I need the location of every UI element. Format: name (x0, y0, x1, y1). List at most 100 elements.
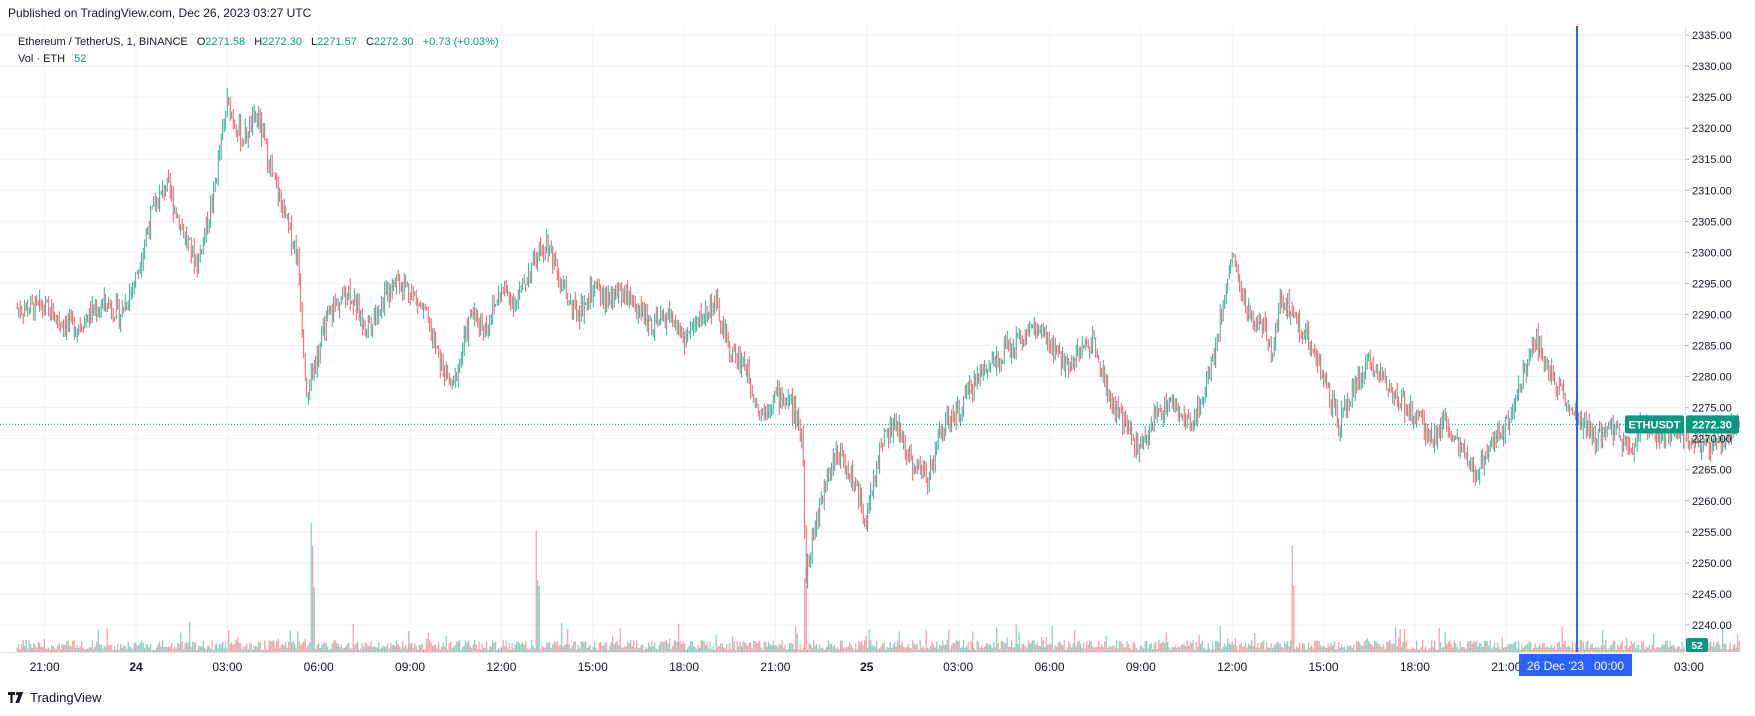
volume-bar (1203, 648, 1205, 652)
volume-bar (1738, 640, 1740, 652)
volume-bar (717, 646, 719, 652)
volume-bar (582, 641, 584, 652)
volume-bar (969, 649, 971, 652)
volume-bar (1374, 640, 1376, 652)
time-axis-label: 03:00 (212, 660, 242, 674)
volume-bar (930, 645, 932, 652)
volume-bar (256, 646, 258, 652)
volume-bar (912, 640, 914, 652)
volume-bar (1251, 640, 1253, 652)
volume-bar (420, 645, 422, 652)
volume-bar (718, 646, 720, 652)
volume-bar (979, 647, 981, 652)
volume-bar (676, 641, 678, 652)
volume-bar (885, 649, 887, 652)
ohlc-legend-row[interactable]: Ethereum / TetherUS, 1, BINANCE O2271.58… (18, 34, 499, 51)
volume-bar (1227, 638, 1229, 652)
price-axis-label: 2335.00 (1692, 30, 1732, 42)
volume-bar (270, 641, 272, 652)
volume-bar (1360, 645, 1362, 652)
volume-bar (829, 644, 831, 652)
volume-bar (561, 622, 563, 652)
volume-bar (997, 643, 999, 652)
volume-bar (319, 648, 321, 652)
volume-bar (1033, 640, 1035, 652)
symbol-title[interactable]: Ethereum / TetherUS, 1, BINANCE (18, 36, 188, 48)
volume-bar (825, 648, 827, 652)
volume-bar (537, 580, 539, 652)
volume-bar (100, 644, 102, 652)
volume-bar (1057, 642, 1059, 652)
volume-label[interactable]: Vol · ETH (18, 53, 66, 65)
volume-bar (370, 641, 372, 652)
volume-bar (846, 646, 848, 652)
volume-bar (45, 648, 47, 652)
volume-bar (610, 642, 612, 652)
volume-bar (1651, 645, 1653, 652)
volume-bar (267, 649, 269, 652)
volume-bar (1101, 644, 1103, 652)
volume-bar (687, 648, 689, 652)
volume-bar (571, 645, 573, 652)
volume-bar (1371, 644, 1373, 652)
volume-bar (1212, 642, 1214, 652)
volume-bar (352, 624, 354, 652)
volume-bar (549, 642, 551, 652)
volume-bar (165, 646, 167, 652)
volume-bar (337, 643, 339, 652)
volume-bar (418, 645, 420, 652)
volume-bar (616, 640, 618, 652)
volume-bar (1059, 641, 1061, 652)
volume-bar (1134, 642, 1136, 652)
volume-bar (877, 649, 879, 652)
volume-bar (1614, 641, 1616, 652)
volume-bar (282, 644, 284, 652)
volume-bar (1489, 640, 1491, 652)
volume-bar (406, 648, 408, 652)
volume-bar (391, 645, 393, 652)
volume-bar (292, 641, 294, 652)
volume-bar (156, 647, 158, 652)
volume-bar (1045, 636, 1047, 652)
volume-bar (834, 644, 836, 652)
volume-bar (234, 643, 236, 652)
volume-bar (151, 649, 153, 652)
volume-bar (1131, 649, 1133, 652)
volume-bar (43, 639, 45, 652)
volume-bar (501, 646, 503, 652)
volume-bar (168, 646, 170, 652)
volume-bar (1018, 632, 1020, 652)
volume-bar (1555, 649, 1557, 652)
volume-bar (160, 646, 162, 652)
volume-legend-row[interactable]: Vol · ETH 52 (18, 51, 499, 68)
volume-bar (1561, 626, 1563, 652)
volume-bar (871, 646, 873, 652)
volume-bar (31, 647, 33, 652)
volume-bar (939, 644, 941, 652)
volume-bar (894, 642, 896, 652)
volume-bar (1231, 641, 1233, 652)
volume-bar (760, 647, 762, 652)
volume-bar (85, 649, 87, 652)
tradingview-footer[interactable]: TradingView (8, 690, 102, 705)
volume-bar (1051, 625, 1053, 652)
volume-bar (1353, 644, 1355, 652)
volume-bar (1123, 647, 1125, 652)
volume-bar (1453, 640, 1455, 652)
volume-bar (1533, 648, 1535, 652)
volume-bar (1357, 641, 1359, 652)
volume-bar (366, 643, 368, 652)
volume-bar (1434, 640, 1436, 652)
volume-bar (1339, 647, 1341, 652)
volume-bar (1428, 648, 1430, 652)
volume-bar (171, 643, 173, 652)
volume-bar (444, 646, 446, 652)
volume-bar (471, 647, 473, 652)
volume-bar (1119, 641, 1121, 652)
volume-bar (898, 631, 900, 652)
volume-bar (1267, 647, 1269, 652)
volume-bar (465, 641, 467, 652)
time-axis-label: 09:00 (395, 660, 425, 674)
volume-bar (189, 622, 191, 652)
